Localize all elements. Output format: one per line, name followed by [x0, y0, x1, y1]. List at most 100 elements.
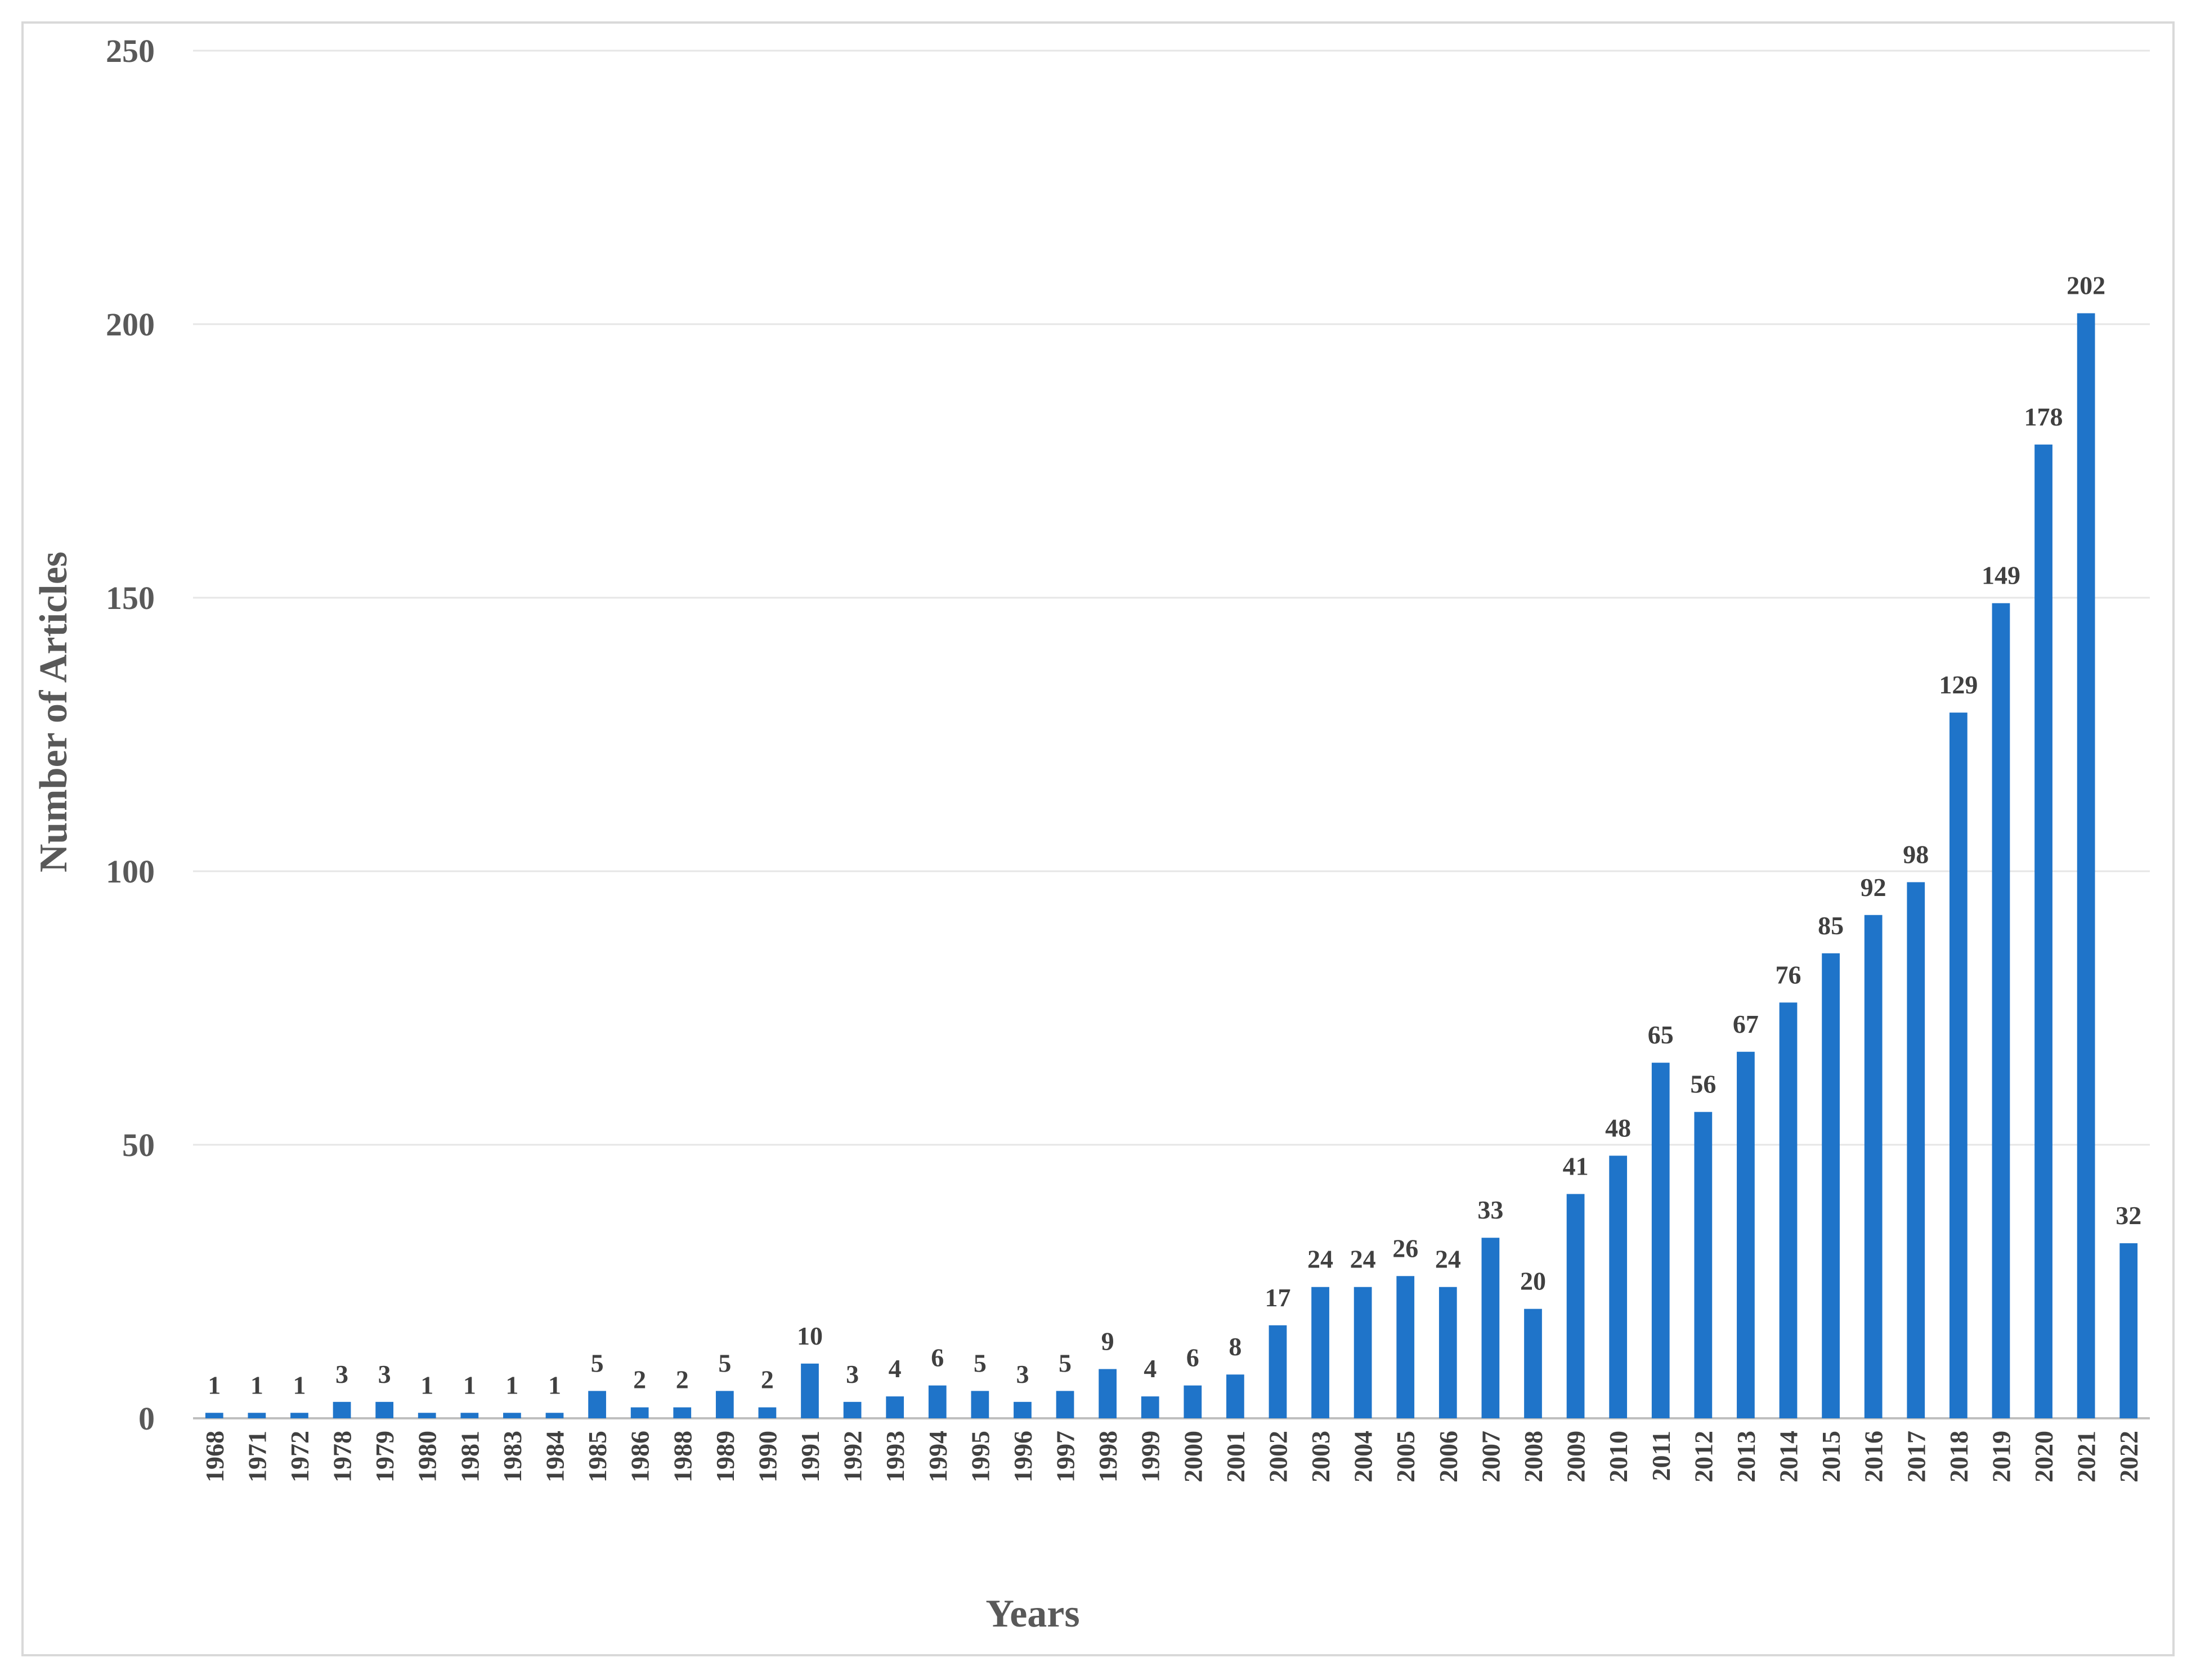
data-label-1968: 1 — [208, 1370, 221, 1399]
bar-1979 — [375, 1401, 394, 1418]
data-label-2007: 33 — [1477, 1195, 1503, 1224]
x-tick-label: 2009 — [1562, 1431, 1590, 1482]
bar-1971 — [248, 1413, 266, 1418]
bar-2000 — [1184, 1385, 1202, 1418]
data-label-2008: 20 — [1520, 1267, 1546, 1296]
x-tick-label: 1979 — [370, 1431, 399, 1482]
data-label-2017: 98 — [1903, 840, 1929, 868]
data-label-2009: 41 — [1563, 1152, 1589, 1180]
bar-1972 — [290, 1413, 308, 1418]
x-tick-label: 1985 — [583, 1431, 612, 1482]
data-label-2021: 202 — [2067, 271, 2105, 300]
data-label-2004: 24 — [1350, 1245, 1376, 1274]
data-label-1991: 10 — [797, 1321, 823, 1350]
x-tick-label: 1999 — [1136, 1431, 1165, 1482]
data-label-2019: 149 — [1982, 561, 2020, 590]
bar-1997 — [1056, 1391, 1074, 1418]
bar-2020 — [2034, 444, 2052, 1418]
data-label-1972: 1 — [293, 1370, 306, 1399]
bar-2005 — [1396, 1276, 1415, 1418]
bar-2014 — [1779, 1002, 1798, 1418]
bar-1998 — [1099, 1369, 1117, 1418]
bar-2011 — [1651, 1063, 1670, 1418]
data-label-1981: 1 — [463, 1370, 476, 1399]
data-label-2002: 17 — [1265, 1283, 1290, 1312]
bar-1986 — [630, 1407, 649, 1418]
bar-1968 — [205, 1413, 223, 1418]
bar-2002 — [1269, 1325, 1287, 1418]
data-label-2016: 92 — [1861, 873, 1886, 902]
x-tick-label: 1990 — [753, 1431, 782, 1482]
data-label-2010: 48 — [1605, 1113, 1631, 1142]
data-label-2001: 8 — [1229, 1332, 1242, 1361]
bar-2008 — [1524, 1309, 1542, 1418]
bar-2013 — [1737, 1051, 1755, 1418]
bar-2004 — [1354, 1287, 1372, 1418]
data-label-2005: 26 — [1392, 1234, 1418, 1262]
data-label-1995: 5 — [974, 1349, 987, 1377]
data-label-1979: 3 — [378, 1360, 391, 1388]
y-tick-label: 0 — [138, 1400, 155, 1437]
x-tick-label: 1988 — [668, 1431, 697, 1482]
bar-1995 — [971, 1391, 989, 1418]
x-tick-label: 1989 — [711, 1431, 740, 1482]
x-tick-label: 2008 — [1519, 1431, 1548, 1482]
bar-1988 — [673, 1407, 692, 1418]
bar-1993 — [886, 1396, 904, 1418]
data-label-2018: 129 — [1939, 670, 1978, 699]
data-label-1984: 1 — [548, 1370, 561, 1399]
x-tick-label: 2002 — [1263, 1431, 1292, 1482]
data-label-1980: 1 — [420, 1370, 433, 1399]
data-label-2000: 6 — [1186, 1343, 1199, 1372]
x-tick-label: 2021 — [2072, 1431, 2101, 1482]
data-label-1978: 3 — [335, 1360, 348, 1388]
data-label-2011: 65 — [1648, 1020, 1674, 1049]
data-label-1986: 2 — [633, 1365, 646, 1394]
data-label-1996: 3 — [1016, 1360, 1029, 1388]
x-tick-label: 2001 — [1221, 1431, 1250, 1482]
bar-2017 — [1907, 882, 1925, 1418]
x-tick-label: 1993 — [881, 1431, 909, 1482]
bar-2009 — [1566, 1194, 1585, 1418]
bar-1991 — [801, 1363, 819, 1418]
x-tick-label: 1997 — [1051, 1431, 1080, 1482]
data-label-1983: 1 — [505, 1370, 518, 1399]
x-tick-label: 2017 — [1902, 1431, 1930, 1482]
bar-2010 — [1609, 1155, 1628, 1418]
data-label-2006: 24 — [1435, 1245, 1461, 1274]
x-tick-label: 1983 — [498, 1431, 527, 1482]
data-label-2022: 32 — [2116, 1201, 2141, 1230]
y-tick-label: 200 — [106, 306, 155, 343]
bar-2001 — [1226, 1374, 1244, 1418]
x-tick-label: 2011 — [1647, 1431, 1675, 1481]
x-tick-label: 1968 — [200, 1431, 229, 1482]
data-label-1971: 1 — [250, 1370, 263, 1399]
bar-2015 — [1822, 953, 1840, 1418]
x-tick-label: 2019 — [1987, 1431, 2015, 1482]
data-label-2013: 67 — [1733, 1010, 1759, 1038]
x-tick-label: 2003 — [1306, 1431, 1335, 1482]
bar-1983 — [503, 1413, 521, 1418]
x-tick-label: 1980 — [413, 1431, 442, 1482]
bar-2007 — [1481, 1238, 1500, 1418]
x-tick-label: 2006 — [1434, 1431, 1463, 1482]
data-label-1993: 4 — [889, 1354, 902, 1383]
x-tick-label: 2016 — [1859, 1431, 1888, 1482]
bar-2019 — [1992, 603, 2010, 1418]
data-label-2012: 56 — [1690, 1070, 1716, 1099]
x-tick-label: 1995 — [966, 1431, 994, 1482]
x-tick-label: 2018 — [1944, 1431, 1973, 1482]
x-tick-label: 1994 — [924, 1431, 952, 1482]
x-tick-label: 2010 — [1604, 1431, 1633, 1482]
data-label-2020: 178 — [2024, 402, 2063, 431]
bars — [205, 313, 2138, 1418]
x-tick-label: 1978 — [328, 1431, 357, 1482]
bar-2012 — [1694, 1112, 1713, 1418]
bar-1978 — [333, 1401, 351, 1418]
x-tick-label: 2013 — [1732, 1431, 1760, 1482]
data-label-1994: 6 — [931, 1343, 944, 1372]
bar-1994 — [928, 1385, 947, 1418]
data-label-1997: 5 — [1059, 1349, 1072, 1377]
